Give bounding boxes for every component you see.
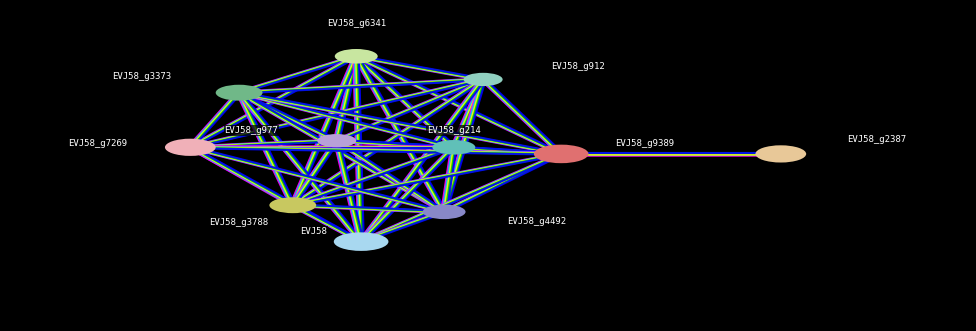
Circle shape <box>464 73 503 86</box>
Text: EVJ58_g3788: EVJ58_g3788 <box>210 218 268 227</box>
Circle shape <box>423 205 466 219</box>
Circle shape <box>432 140 475 155</box>
Circle shape <box>755 145 806 163</box>
Text: EVJ58_g6341: EVJ58_g6341 <box>327 19 386 28</box>
Text: EVJ58_g214: EVJ58_g214 <box>427 126 481 135</box>
Circle shape <box>534 145 589 163</box>
Circle shape <box>216 85 263 101</box>
Circle shape <box>335 49 378 64</box>
Text: EVJ58_g3373: EVJ58_g3373 <box>111 71 171 81</box>
Text: EVJ58: EVJ58 <box>300 227 327 236</box>
Circle shape <box>165 139 216 156</box>
Text: EVJ58_g977: EVJ58_g977 <box>224 126 278 135</box>
Text: EVJ58_g7269: EVJ58_g7269 <box>67 139 127 149</box>
Text: EVJ58_g2387: EVJ58_g2387 <box>847 134 907 144</box>
Circle shape <box>317 134 356 147</box>
Circle shape <box>334 232 388 251</box>
Circle shape <box>269 197 316 213</box>
Text: EVJ58_g9389: EVJ58_g9389 <box>615 139 674 149</box>
Text: EVJ58_g912: EVJ58_g912 <box>551 62 605 71</box>
Text: EVJ58_g4492: EVJ58_g4492 <box>508 217 567 226</box>
